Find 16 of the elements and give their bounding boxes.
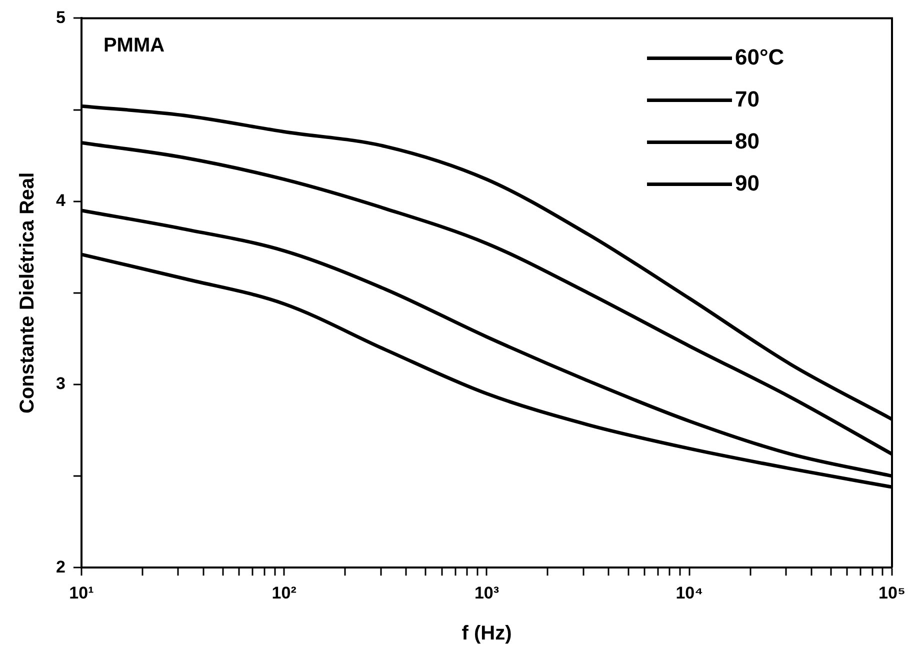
- y-tick-label: 5: [56, 8, 66, 27]
- legend-label: 60°C: [735, 44, 784, 70]
- y-tick-label: 3: [56, 374, 66, 394]
- x-axis-title: f (Hz): [462, 622, 512, 645]
- annotation: PMMA: [103, 34, 165, 57]
- y-tick-label: 2: [56, 557, 66, 576]
- x-tick-label: 10⁴: [676, 583, 704, 602]
- y-axis-title: Constante Dielétrica Real: [16, 172, 39, 414]
- legend-label: 90: [735, 170, 760, 196]
- legend-label: 80: [735, 128, 760, 154]
- y-tick-label: 4: [56, 191, 66, 210]
- x-tick-label: 10¹: [69, 583, 94, 602]
- x-tick-label: 10²: [272, 583, 297, 602]
- x-tick-label: 10⁵: [878, 583, 906, 602]
- legend-label: 70: [735, 86, 760, 112]
- x-tick-label: 10³: [474, 583, 500, 602]
